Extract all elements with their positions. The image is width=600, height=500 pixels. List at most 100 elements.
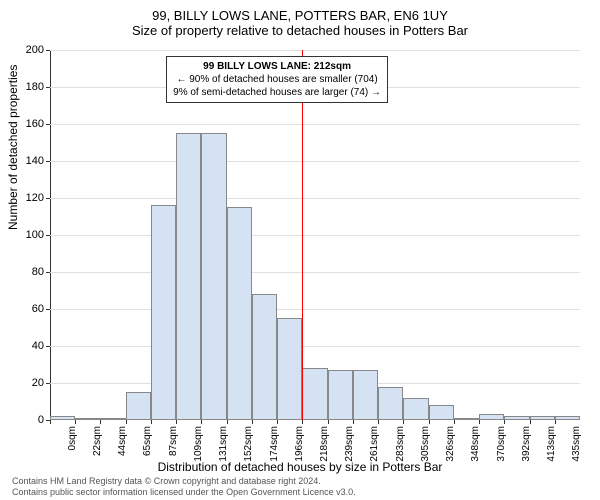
ytick-mark xyxy=(46,124,50,125)
xtick-label: 305sqm xyxy=(420,426,431,462)
xtick-label: 326sqm xyxy=(445,426,456,462)
ytick-label: 40 xyxy=(32,340,44,352)
xtick-label: 22sqm xyxy=(92,426,103,456)
ytick-label: 20 xyxy=(32,377,44,389)
xtick-mark xyxy=(176,420,177,424)
annotation-line: ← 90% of detached houses are smaller (70… xyxy=(173,73,381,86)
xtick-mark xyxy=(328,420,329,424)
xtick-label: 435sqm xyxy=(571,426,582,462)
histogram-bar xyxy=(277,318,302,420)
grid-line xyxy=(50,309,580,310)
xtick-label: 152sqm xyxy=(243,426,254,462)
xtick-label: 44sqm xyxy=(117,426,128,456)
xtick-label: 218sqm xyxy=(319,426,330,462)
histogram-bar xyxy=(530,416,555,420)
histogram-bar xyxy=(378,387,403,420)
ytick-label: 120 xyxy=(26,192,44,204)
histogram-bar xyxy=(403,398,428,420)
histogram-bar xyxy=(429,405,454,420)
xtick-label: 109sqm xyxy=(193,426,204,462)
xtick-label: 261sqm xyxy=(369,426,380,462)
histogram-bar xyxy=(504,416,529,420)
grid-line xyxy=(50,124,580,125)
histogram-bar xyxy=(100,418,125,420)
ytick-mark xyxy=(46,346,50,347)
ytick-mark xyxy=(46,87,50,88)
histogram-bar xyxy=(227,207,252,420)
annotation-box: 99 BILLY LOWS LANE: 212sqm← 90% of detac… xyxy=(166,56,388,103)
ytick-label: 140 xyxy=(26,155,44,167)
xtick-label: 348sqm xyxy=(470,426,481,462)
grid-line xyxy=(50,346,580,347)
xtick-mark xyxy=(378,420,379,424)
histogram-bar xyxy=(252,294,277,420)
xtick-mark xyxy=(479,420,480,424)
ytick-mark xyxy=(46,383,50,384)
footer-line-1: Contains HM Land Registry data © Crown c… xyxy=(12,476,356,487)
reference-line xyxy=(302,50,303,420)
xtick-label: 65sqm xyxy=(142,426,153,456)
xtick-mark xyxy=(50,420,51,424)
grid-line xyxy=(50,235,580,236)
histogram-bar xyxy=(454,418,479,420)
xtick-label: 131sqm xyxy=(218,426,229,462)
ytick-mark xyxy=(46,235,50,236)
xtick-label: 283sqm xyxy=(395,426,406,462)
histogram-bar xyxy=(126,392,151,420)
grid-line xyxy=(50,198,580,199)
xtick-label: 239sqm xyxy=(344,426,355,462)
xtick-mark xyxy=(403,420,404,424)
ytick-mark xyxy=(46,50,50,51)
xtick-label: 0sqm xyxy=(67,426,78,450)
histogram-bar xyxy=(302,368,327,420)
ytick-label: 0 xyxy=(38,414,44,426)
ytick-label: 180 xyxy=(26,81,44,93)
ytick-label: 160 xyxy=(26,118,44,130)
ytick-mark xyxy=(46,161,50,162)
ytick-label: 100 xyxy=(26,229,44,241)
histogram-bar xyxy=(479,414,504,420)
ytick-mark xyxy=(46,309,50,310)
x-axis-label: Distribution of detached houses by size … xyxy=(0,460,600,474)
xtick-mark xyxy=(530,420,531,424)
xtick-mark xyxy=(277,420,278,424)
xtick-mark xyxy=(555,420,556,424)
ytick-label: 80 xyxy=(32,266,44,278)
xtick-mark xyxy=(151,420,152,424)
histogram-bar xyxy=(151,205,176,420)
xtick-label: 413sqm xyxy=(546,426,557,462)
footer-line-2: Contains public sector information licen… xyxy=(12,487,356,498)
histogram-bar xyxy=(353,370,378,420)
histogram-bar xyxy=(201,133,226,420)
histogram-bar xyxy=(176,133,201,420)
xtick-mark xyxy=(201,420,202,424)
chart-title-1: 99, BILLY LOWS LANE, POTTERS BAR, EN6 1U… xyxy=(0,0,600,23)
annotation-line: 9% of semi-detached houses are larger (7… xyxy=(173,86,381,99)
histogram-bar xyxy=(328,370,353,420)
xtick-label: 196sqm xyxy=(294,426,305,462)
xtick-mark xyxy=(126,420,127,424)
xtick-label: 87sqm xyxy=(168,426,179,456)
annotation-line: 99 BILLY LOWS LANE: 212sqm xyxy=(173,60,381,73)
ytick-label: 200 xyxy=(26,44,44,56)
xtick-mark xyxy=(100,420,101,424)
xtick-label: 392sqm xyxy=(521,426,532,462)
plot-area: 0sqm22sqm44sqm65sqm87sqm109sqm131sqm152s… xyxy=(50,50,580,420)
histogram-bar xyxy=(75,418,100,420)
chart-area: 0sqm22sqm44sqm65sqm87sqm109sqm131sqm152s… xyxy=(50,50,580,420)
histogram-bar xyxy=(555,416,580,420)
grid-line xyxy=(50,272,580,273)
xtick-mark xyxy=(227,420,228,424)
xtick-label: 174sqm xyxy=(269,426,280,462)
xtick-mark xyxy=(454,420,455,424)
histogram-bar xyxy=(50,416,75,420)
ytick-label: 60 xyxy=(32,303,44,315)
y-axis-label: Number of detached properties xyxy=(6,65,20,230)
xtick-label: 370sqm xyxy=(496,426,507,462)
xtick-mark xyxy=(353,420,354,424)
grid-line xyxy=(50,161,580,162)
ytick-mark xyxy=(46,272,50,273)
xtick-mark xyxy=(429,420,430,424)
xtick-mark xyxy=(252,420,253,424)
chart-title-2: Size of property relative to detached ho… xyxy=(0,23,600,38)
